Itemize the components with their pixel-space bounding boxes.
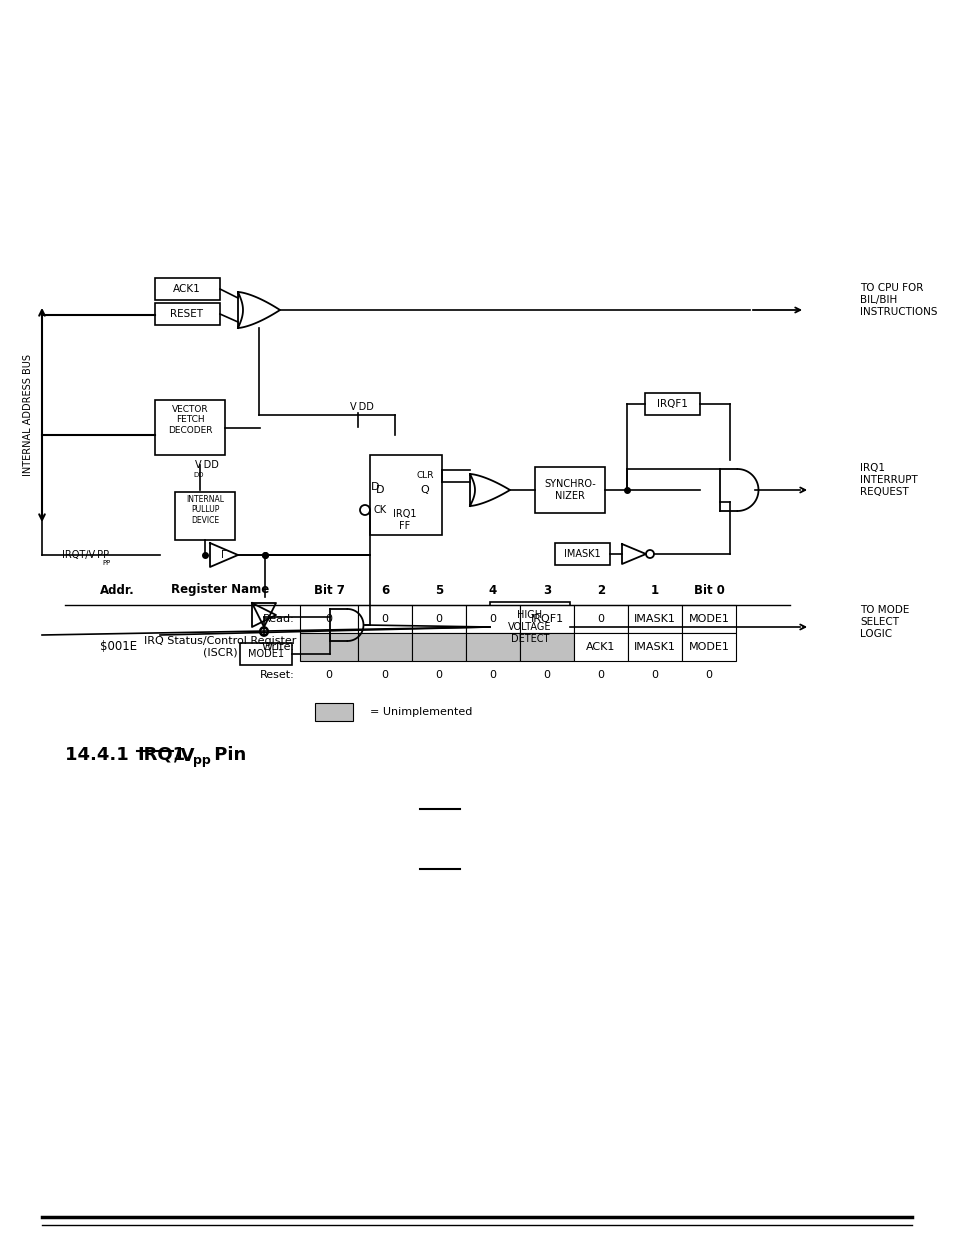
Text: 0: 0 xyxy=(435,614,442,624)
Text: Addr.: Addr. xyxy=(100,583,134,597)
Text: IRQT/V PP: IRQT/V PP xyxy=(62,550,109,559)
Text: CK: CK xyxy=(373,505,386,515)
Text: MODE1: MODE1 xyxy=(688,642,729,652)
Text: pp: pp xyxy=(193,755,211,767)
Text: Q: Q xyxy=(420,485,429,495)
Text: Write:: Write: xyxy=(262,642,294,652)
Text: 0: 0 xyxy=(381,671,388,680)
Text: IRQ1
INTERRUPT
REQUEST: IRQ1 INTERRUPT REQUEST xyxy=(859,463,917,496)
Bar xyxy=(154,303,220,325)
Bar xyxy=(174,492,234,540)
Text: ACK1: ACK1 xyxy=(586,642,615,652)
Text: 14.4.1: 14.4.1 xyxy=(65,746,141,764)
Bar xyxy=(627,605,681,634)
Bar xyxy=(465,605,519,634)
Bar xyxy=(490,601,569,652)
Bar xyxy=(154,400,225,454)
Text: ACK1: ACK1 xyxy=(172,284,201,294)
Bar xyxy=(240,643,292,664)
Text: IMASK1: IMASK1 xyxy=(634,614,676,624)
Bar xyxy=(370,454,441,535)
Bar xyxy=(627,634,681,661)
Text: Register Name: Register Name xyxy=(171,583,269,597)
Text: Γ: Γ xyxy=(221,550,227,559)
Text: $001E: $001E xyxy=(100,641,137,653)
Text: = Unimplemented: = Unimplemented xyxy=(370,706,472,718)
Text: 3: 3 xyxy=(542,583,551,597)
Text: V DD: V DD xyxy=(194,459,218,471)
Bar xyxy=(154,278,220,300)
Bar xyxy=(519,634,574,661)
Text: Reset:: Reset: xyxy=(260,671,294,680)
Text: 0: 0 xyxy=(705,671,712,680)
Bar xyxy=(681,634,735,661)
Text: Bit 0: Bit 0 xyxy=(693,583,723,597)
Text: SYNCHRO-
NIZER: SYNCHRO- NIZER xyxy=(543,479,596,501)
Text: IMASK1: IMASK1 xyxy=(563,550,599,559)
Text: 5: 5 xyxy=(435,583,442,597)
Text: 0: 0 xyxy=(325,671,333,680)
Text: TO CPU FOR
BIL/BIH
INSTRUCTIONS: TO CPU FOR BIL/BIH INSTRUCTIONS xyxy=(859,283,937,316)
Bar xyxy=(357,605,412,634)
Text: D: D xyxy=(371,482,379,492)
Text: INTERNAL
PULLUP
DEVICE: INTERNAL PULLUP DEVICE xyxy=(186,495,224,525)
Text: 0: 0 xyxy=(381,614,388,624)
Text: IRQF1: IRQF1 xyxy=(530,614,563,624)
Bar xyxy=(412,605,465,634)
Text: VECTOR
FETCH
DECODER: VECTOR FETCH DECODER xyxy=(168,405,212,435)
Bar xyxy=(299,634,357,661)
Text: HIGH
VOLTAGE
DETECT: HIGH VOLTAGE DETECT xyxy=(508,610,551,643)
Text: TO MODE
SELECT
LOGIC: TO MODE SELECT LOGIC xyxy=(859,605,908,638)
Text: IRQ1
FF: IRQ1 FF xyxy=(393,509,416,531)
Text: RESET: RESET xyxy=(171,309,203,319)
Text: IRQ1: IRQ1 xyxy=(137,746,185,764)
Bar xyxy=(555,543,609,564)
Text: CLR: CLR xyxy=(416,471,434,479)
Text: 6: 6 xyxy=(380,583,389,597)
Text: IMASK1: IMASK1 xyxy=(634,642,676,652)
Bar xyxy=(519,605,574,634)
Bar xyxy=(535,467,604,513)
Text: IRQ Status/Control Register
(ISCR): IRQ Status/Control Register (ISCR) xyxy=(144,636,295,658)
Text: Pin: Pin xyxy=(208,746,246,764)
Text: PP: PP xyxy=(102,559,111,566)
Text: INTERNAL ADDRESS BUS: INTERNAL ADDRESS BUS xyxy=(23,354,33,475)
Text: IRQF1: IRQF1 xyxy=(656,399,687,409)
Text: 0: 0 xyxy=(543,671,550,680)
Bar xyxy=(357,634,412,661)
Text: 1: 1 xyxy=(650,583,659,597)
Text: /V: /V xyxy=(173,746,194,764)
Text: MODE1: MODE1 xyxy=(248,650,284,659)
Bar xyxy=(412,634,465,661)
Text: 0: 0 xyxy=(597,671,604,680)
Text: MODE1: MODE1 xyxy=(688,614,729,624)
Text: Bit 7: Bit 7 xyxy=(314,583,344,597)
Text: Read:: Read: xyxy=(263,614,294,624)
Text: 0: 0 xyxy=(651,671,658,680)
Text: 0: 0 xyxy=(325,614,333,624)
Text: 4: 4 xyxy=(488,583,497,597)
Bar xyxy=(681,605,735,634)
Text: 0: 0 xyxy=(597,614,604,624)
Bar xyxy=(644,393,700,415)
Bar xyxy=(299,605,357,634)
Text: 2: 2 xyxy=(597,583,604,597)
Bar xyxy=(465,634,519,661)
Text: V DD: V DD xyxy=(350,403,374,412)
Text: 0: 0 xyxy=(489,614,496,624)
Text: 0: 0 xyxy=(435,671,442,680)
Bar xyxy=(574,605,627,634)
Bar xyxy=(574,634,627,661)
Bar xyxy=(314,703,353,721)
Text: D: D xyxy=(375,485,384,495)
Text: DD: DD xyxy=(193,472,203,478)
Text: 0: 0 xyxy=(489,671,496,680)
